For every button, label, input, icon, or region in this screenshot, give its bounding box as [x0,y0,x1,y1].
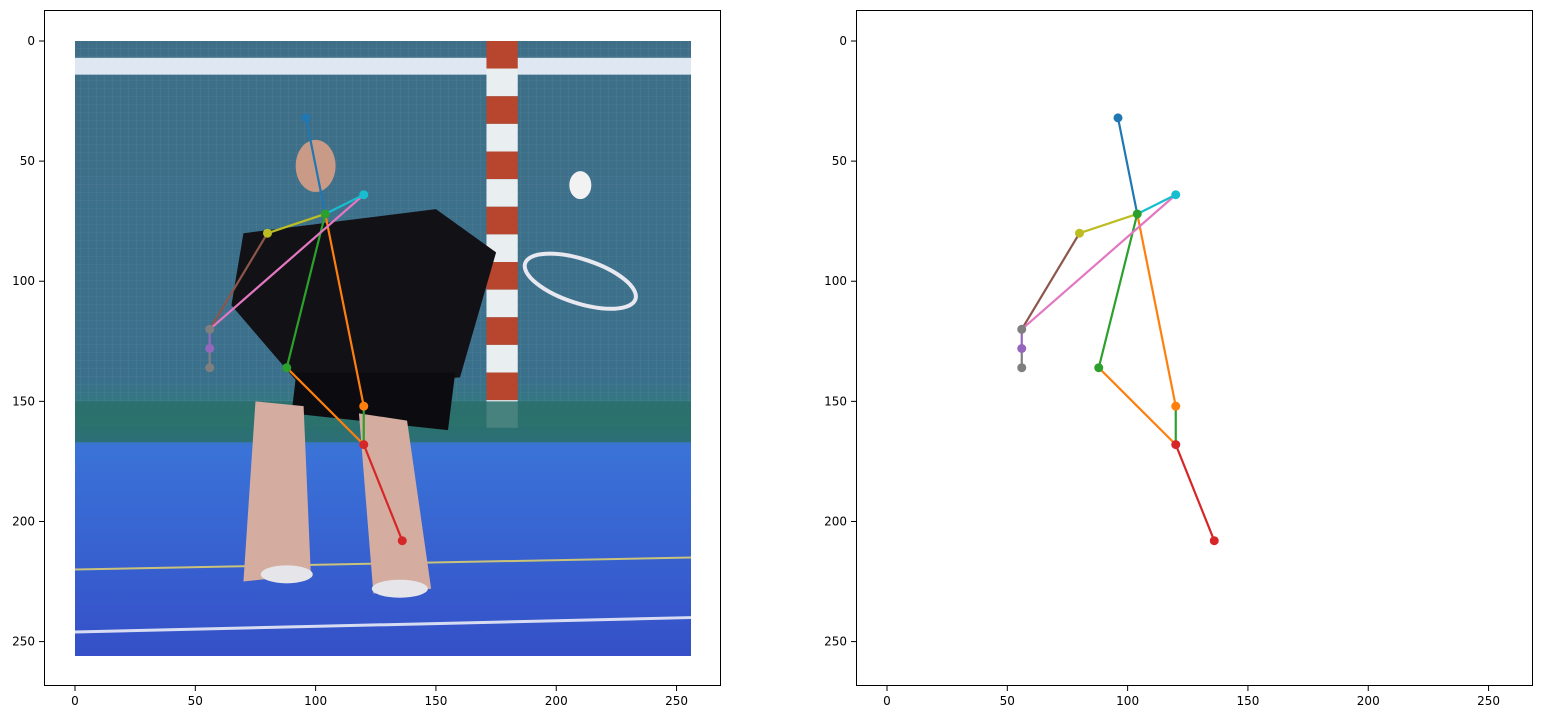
net-post-stripe [486,123,518,152]
pose-bone [208,232,269,331]
pose-bone [362,443,404,542]
right-axes-frame [856,10,1533,686]
pose-skeleton [1020,116,1216,542]
x-tick-label: 100 [1116,694,1139,708]
x-tick-label: 200 [1357,694,1380,708]
net-post-stripe [486,289,518,318]
player-shirt [231,209,497,390]
pose-keypoint [263,228,272,238]
player-shorts [291,372,456,431]
badminton-photo [74,41,692,656]
pose-bone [1136,193,1177,216]
pose-bone [266,212,327,235]
pose-keypoint [205,344,215,353]
x-tick-label: 250 [665,694,688,708]
net-post-stripe [486,68,518,97]
pose-keypoint [1209,536,1219,546]
y-tick-label: 200 [824,514,847,528]
y-tick-label: 150 [824,394,847,408]
y-tick-label: 200 [12,514,35,528]
x-tick-label: 50 [188,694,203,708]
x-tick-label: 50 [1000,694,1015,708]
player-leg-left [243,401,311,582]
net-post-stripe [486,344,518,373]
left-axes-frame [44,10,721,686]
pose-bone [285,212,327,369]
pose-keypoint [205,324,215,334]
y-tick-label: 0 [839,34,847,48]
pose-overlay-panel: 0 50 100 150 200 250 0 50 100 150 200 250 [12,10,721,708]
right-axis-ticks: 0 50 100 150 200 250 0 50 100 150 200 250 [824,34,1500,708]
left-axis-ticks: 0 50 100 150 200 250 0 50 100 150 200 250 [12,34,688,708]
player-shoe-left [260,565,313,584]
pose-keypoint [1171,190,1181,200]
x-tick-label: 0 [883,694,891,708]
y-tick-label: 50 [20,154,35,168]
x-tick-label: 150 [424,694,447,708]
net-tape [75,57,691,75]
pose-bone [324,193,365,216]
net-post-stripe [486,96,518,124]
pose-keypoint [359,440,369,450]
pose-skeleton-overlay [208,116,404,542]
pose-bone [304,116,327,216]
pose-keypoint [205,363,215,373]
y-tick-label: 50 [832,154,847,168]
y-tick-label: 250 [824,635,847,649]
y-tick-label: 100 [12,274,35,288]
player-shoe-right [371,579,428,598]
x-tick-label: 150 [1236,694,1259,708]
pose-keypoint [359,401,369,411]
pose-keypoint [1171,401,1181,411]
pose-bone [1078,212,1139,235]
pose-keypoints [1017,113,1219,546]
net-post-stripe [486,372,518,401]
y-tick-label: 100 [824,274,847,288]
pose-bone [1097,212,1139,369]
pose-bone [208,193,365,331]
shuttlecock [569,171,592,200]
pose-keypoint [1171,440,1181,450]
pose-bone [1174,443,1216,542]
pose-bone [285,366,365,446]
x-tick-label: 0 [71,694,79,708]
player-leg-right [358,413,432,594]
pose-keypoint [1017,324,1027,334]
pose-keypoints-overlay [205,113,407,546]
pose-bone [1136,212,1177,408]
court-line [74,616,692,634]
pose-bone [1116,116,1139,216]
pose-bone [1097,366,1177,446]
pose-bone [1020,193,1177,331]
pose-keypoint [301,113,311,123]
pose-keypoint [359,190,369,200]
pose-keypoint [1132,209,1142,219]
net-post-stripe [486,206,518,235]
pose-keypoint [1017,344,1027,353]
racket [522,251,638,311]
y-tick-label: 250 [12,635,35,649]
x-tick-label: 100 [304,694,327,708]
pose-only-panel: 0 50 100 150 200 250 0 50 100 150 200 250 [824,10,1533,708]
pose-keypoint [320,209,330,219]
pose-keypoint [1017,363,1027,373]
pose-bone [324,212,365,408]
pose-keypoint [1094,363,1104,373]
pose-bone [1020,232,1081,331]
pose-keypoint [397,536,407,546]
pose-keypoint [282,363,292,373]
net-post-stripe [486,41,518,69]
x-tick-label: 200 [545,694,568,708]
x-tick-label: 250 [1477,694,1500,708]
y-tick-label: 150 [12,394,35,408]
net-post-stripe [486,151,518,180]
net-post-stripe [486,317,518,345]
y-tick-label: 0 [27,34,35,48]
pose-keypoint [1113,113,1123,123]
pose-keypoint [1075,228,1084,238]
net-post-stripe [486,179,518,207]
